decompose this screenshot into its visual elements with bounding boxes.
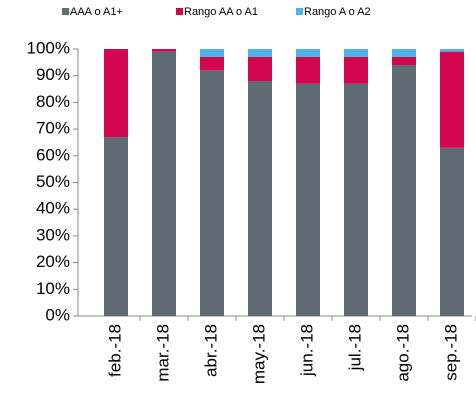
bar-segment [344,57,368,84]
y-tick-label: 40% [36,199,70,218]
bar-segment [344,49,368,58]
y-tick-label: 30% [36,225,70,244]
y-tick-label: 80% [36,92,70,111]
bar-segment [440,147,464,316]
y-tick-label: 60% [36,145,70,164]
legend-label: Rango A o A2 [304,6,371,18]
x-tick-label: jul.-18 [345,324,364,371]
bar-segment [248,49,272,58]
bar-segment [152,51,176,317]
bar-segment [248,57,272,82]
legend-label: Rango AA o A1 [184,6,258,18]
y-tick-label: 10% [36,279,70,298]
legend-swatch [176,8,183,15]
x-tick-label: may.-18 [249,324,268,384]
bar-segment [248,81,272,316]
y-tick-label: 100% [27,38,70,57]
y-tick-label: 70% [36,119,70,138]
x-tick-label: mar.-18 [153,324,172,382]
bar-segment [440,49,464,52]
legend-swatch [296,8,303,15]
bar-segment [296,57,320,84]
y-tick-label: 50% [36,172,70,191]
bar-segment [392,65,416,317]
y-tick-label: 20% [36,252,70,271]
bar-segment [440,51,464,148]
bar-segment [296,83,320,317]
bar-segment [344,83,368,317]
bar-segment [392,57,416,66]
bar-segment [200,57,224,71]
x-tick-label: jun.-18 [297,324,316,377]
bar-segment [152,49,176,52]
y-tick-label: 0% [45,305,70,324]
bar-segment [200,70,224,316]
legend-swatch [62,8,69,15]
x-tick-label: abr.-18 [201,324,220,377]
bar-segment [200,49,224,58]
y-tick-label: 90% [36,65,70,84]
legend-label: AAA o A1+ [70,6,123,18]
x-tick-label: sep.-18 [441,324,460,381]
x-tick-label: feb.-18 [105,324,124,377]
bar-segment [104,137,128,316]
x-tick-label: ago.-18 [393,324,412,382]
bar-segment [296,49,320,58]
bar-segment [392,49,416,58]
bar-segment [104,49,128,138]
